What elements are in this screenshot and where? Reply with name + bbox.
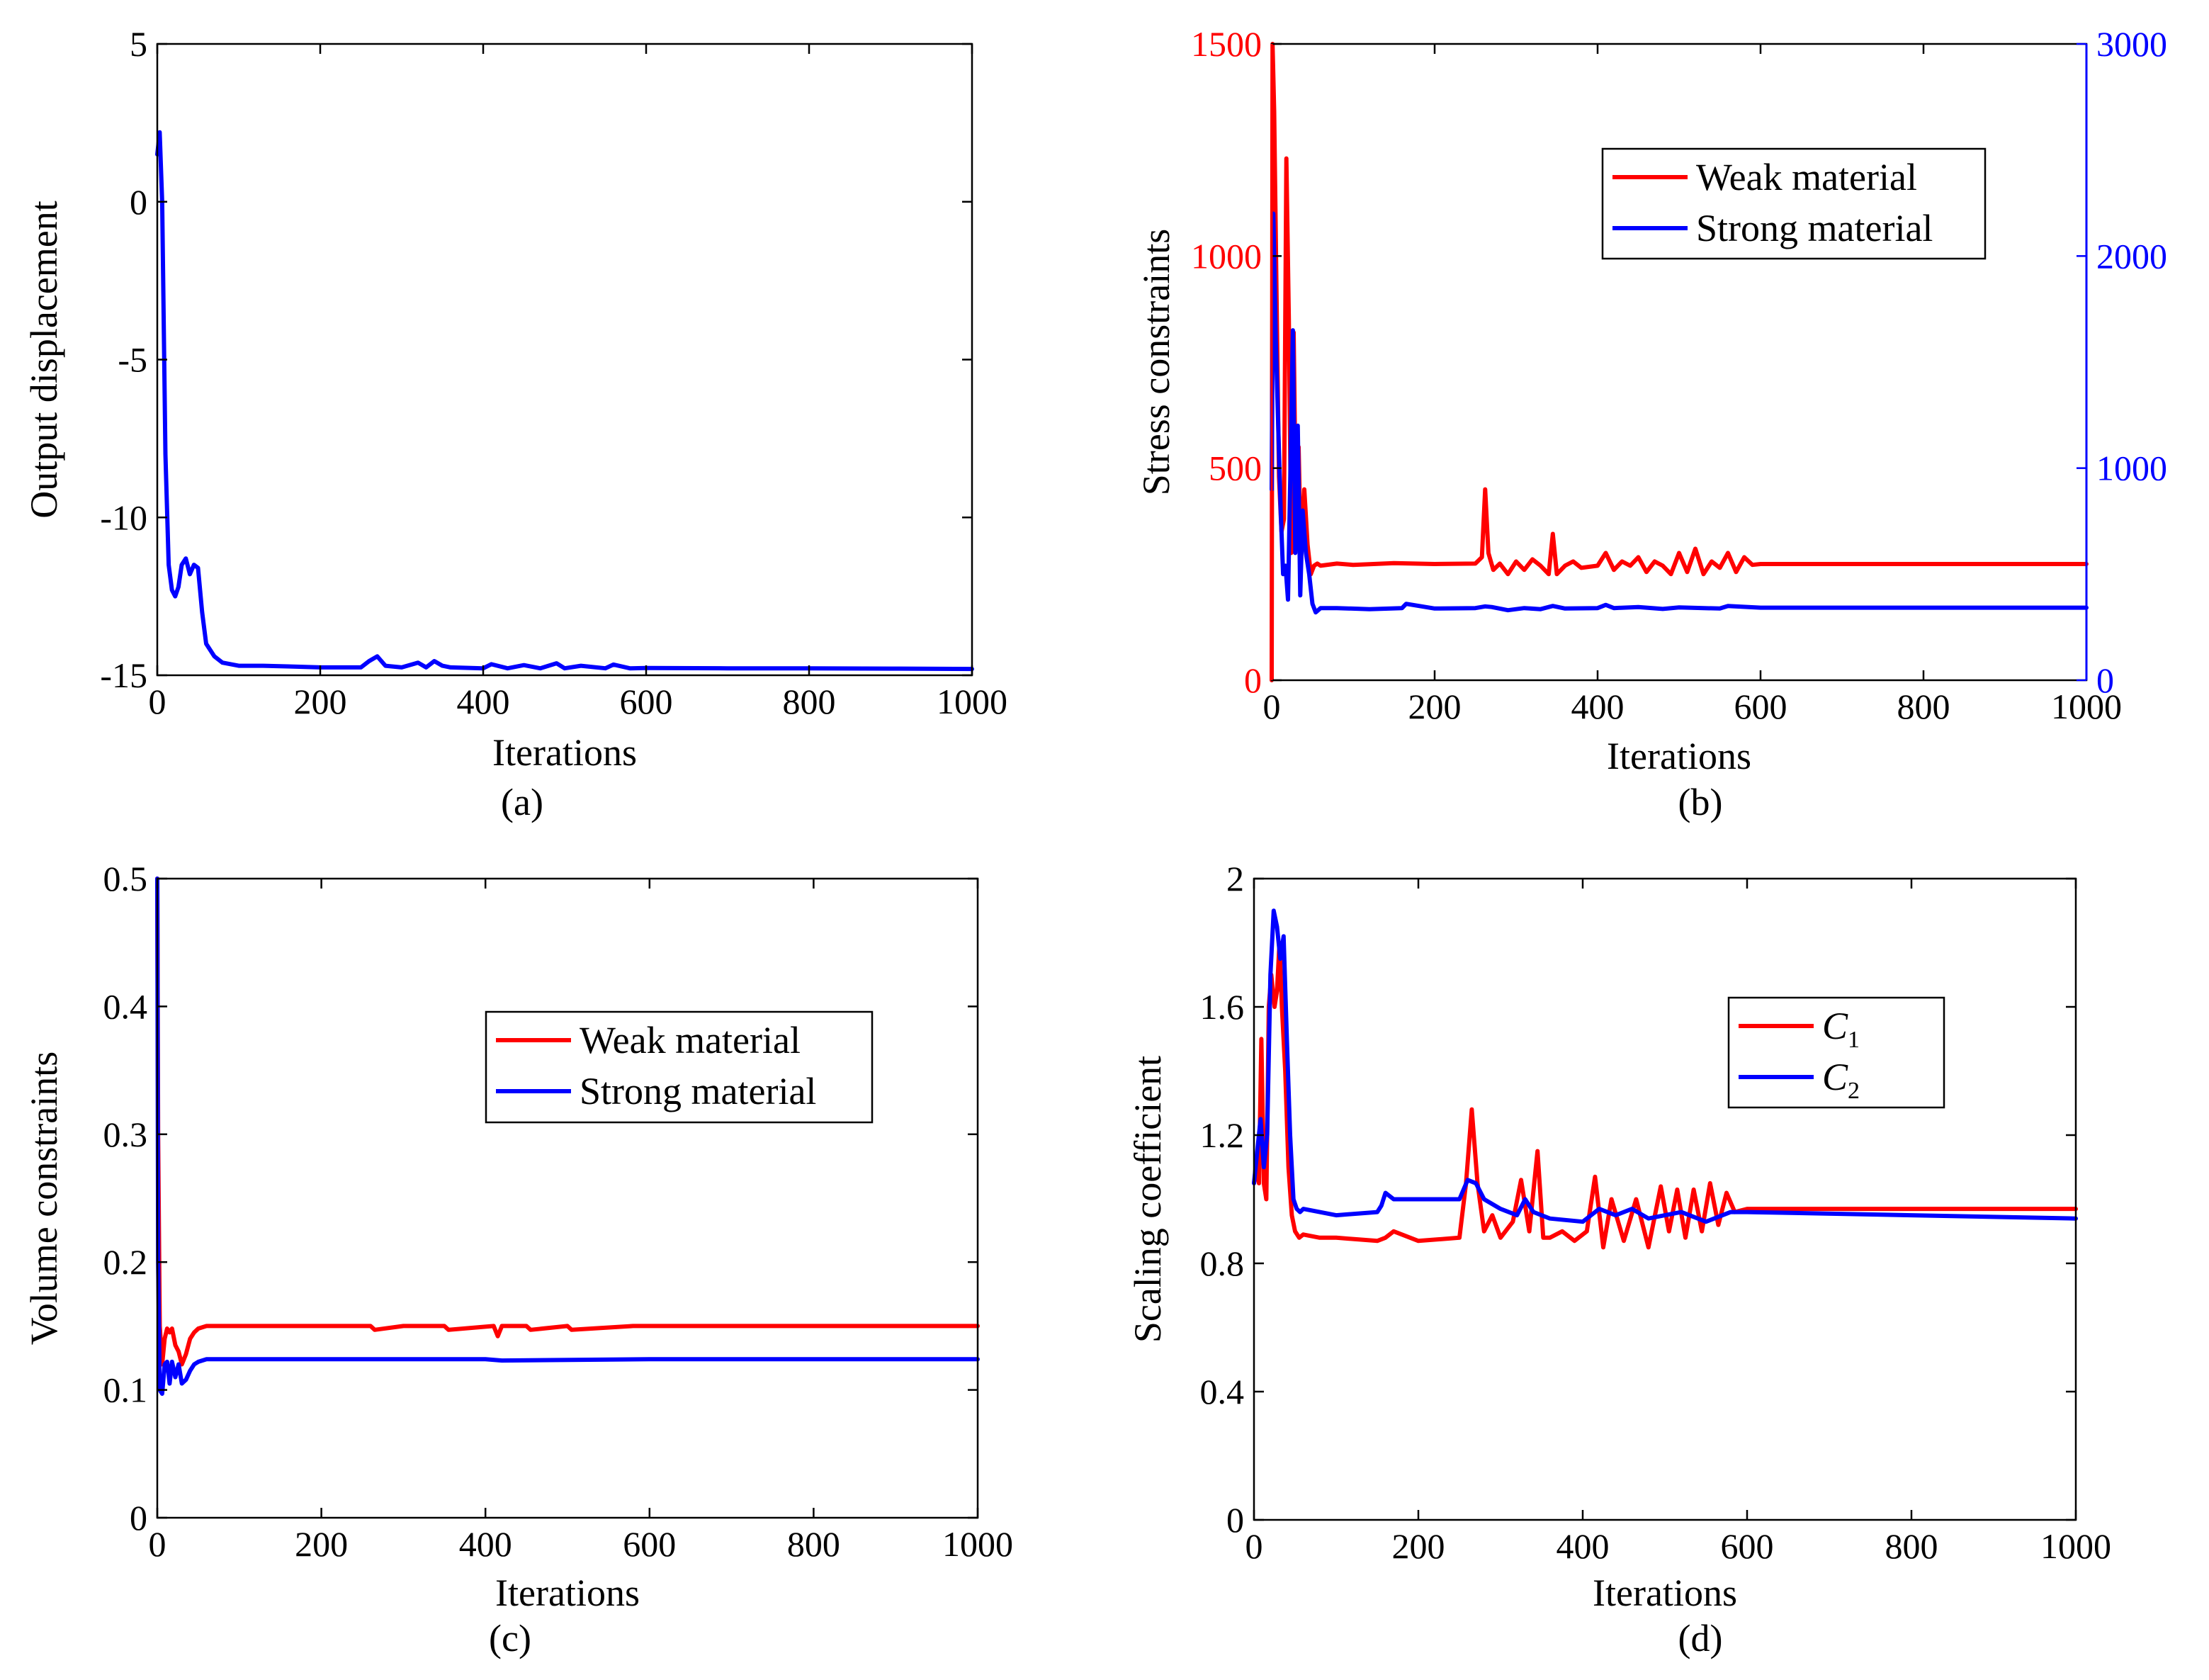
- panel-b: 0 200 400 600 800 100005001000150001000200030…: [1135, 24, 2167, 823]
- y2-tick-label: 3000: [2096, 24, 2167, 64]
- y-tick-label: 0.3: [103, 1115, 148, 1154]
- y-tick-label: 5: [130, 24, 147, 64]
- series-line-strong-material: [1270, 211, 2089, 615]
- x-axis-label: Iterations: [492, 731, 637, 774]
- legend-entry-label: Weak material: [580, 1019, 801, 1061]
- axes-frame: [1253, 877, 2077, 1521]
- x-tick-label: 800: [783, 682, 836, 721]
- y-axis-label: Output displacement: [23, 201, 65, 518]
- panel-a: 0 200 400 600 800 1000 -15 -10 -5 0 5 Iterations Out…: [23, 24, 1007, 823]
- y-tick-label: 0.2: [103, 1242, 148, 1282]
- x-tick-label: 200: [1408, 687, 1462, 726]
- series-line-weak-material: [155, 876, 980, 1367]
- plot-area: [157, 44, 972, 675]
- x-tick-label: 600: [1734, 687, 1787, 726]
- y-tick-label: 0.1: [103, 1370, 148, 1410]
- y-tick-label: 0.5: [103, 859, 148, 898]
- x-tick-label: 0: [149, 682, 166, 721]
- y-axis-label: Volume constraints: [23, 1052, 65, 1345]
- x-tick-label: 1000: [2051, 687, 2122, 726]
- panel-caption: (a): [501, 781, 543, 823]
- y-tick-label: 0.4: [103, 986, 148, 1026]
- y-tick-label: 0.8: [1200, 1244, 1245, 1283]
- x-tick-label: 600: [1721, 1526, 1774, 1566]
- y-tick-label: 1000: [1191, 236, 1262, 276]
- x-axis-label: Iterations: [1593, 1572, 1737, 1614]
- y-tick-label: -10: [100, 497, 147, 537]
- panel-d: 0 200 400 600 800 1000 0 0.4 0.8 1.2 1.6 2 Iteration…: [1126, 859, 2111, 1659]
- axes-frame: [156, 877, 979, 1519]
- y-tick-label: 0: [130, 1498, 147, 1538]
- x-tick-label: 800: [1885, 1526, 1938, 1566]
- legend-box: [485, 1010, 874, 1124]
- y-tick-label: -15: [100, 655, 147, 695]
- series-line-output-displacement: [155, 130, 974, 672]
- y-tick-label: 1.2: [1200, 1115, 1245, 1155]
- x-tick-label: 400: [457, 682, 510, 721]
- y-tick-label: 1.6: [1200, 987, 1245, 1027]
- y-tick-label: 2: [1226, 859, 1244, 898]
- y2-tick-label: 0: [2096, 660, 2114, 700]
- legend-box: [1727, 996, 1945, 1109]
- series-line-strong-material: [155, 876, 980, 1396]
- y-tick-label: 0.4: [1200, 1372, 1245, 1411]
- y2-tick-label: 2000: [2096, 236, 2167, 276]
- legend-entry-label: Strong material: [1696, 207, 1933, 249]
- x-tick-label: 200: [294, 682, 347, 721]
- x-tick-label: 1000: [942, 1524, 1013, 1564]
- legend-entry-subscript: 1: [1848, 1027, 1860, 1053]
- y-tick-label: 500: [1209, 449, 1262, 488]
- x-axis-label: Iterations: [1607, 735, 1751, 777]
- x-tick-label: 200: [1392, 1526, 1445, 1566]
- legend-entry-label: Weak material: [1696, 156, 1917, 198]
- y-tick-label: 0: [130, 182, 147, 222]
- x-tick-label: 200: [295, 1524, 348, 1564]
- y-tick-label: 0: [1226, 1500, 1244, 1540]
- x-tick-label: 600: [620, 682, 673, 721]
- x-tick-label: 400: [459, 1524, 512, 1564]
- series-group: [155, 130, 974, 672]
- legend-entry-label: Strong material: [580, 1070, 816, 1112]
- legend-entry-subscript: 2: [1848, 1078, 1860, 1104]
- panel-caption: (b): [1678, 781, 1723, 823]
- y-axis-label: Stress constraints: [1135, 229, 1177, 495]
- series-group: [1270, 42, 2089, 682]
- panel-caption: (c): [489, 1617, 531, 1659]
- x-axis-label: Iterations: [495, 1572, 640, 1614]
- legend: Weak material Strong material: [1601, 147, 1987, 260]
- x-tick-label: 600: [623, 1524, 676, 1564]
- x-tick-label: 800: [1897, 687, 1950, 726]
- legend-entry-label: C2: [1822, 1056, 1860, 1104]
- plot-area: [1272, 44, 2086, 680]
- series-line-c2: [1252, 908, 2078, 1224]
- x-tick-label: 400: [1571, 687, 1625, 726]
- panel-caption: (d): [1678, 1617, 1723, 1659]
- x-tick-label: 0: [149, 1524, 166, 1564]
- plot-area: [157, 879, 978, 1518]
- x-tick-label: 800: [787, 1524, 840, 1564]
- x-tick-label: 0: [1245, 1526, 1263, 1566]
- x-tick-label: 0: [1263, 687, 1281, 726]
- y-tick-label: -5: [118, 340, 147, 380]
- x-tick-label: 1000: [937, 682, 1007, 721]
- y-tick-label: 0: [1244, 660, 1262, 700]
- legend-box: [1601, 147, 1987, 260]
- x-tick-label: 1000: [2040, 1526, 2111, 1566]
- y-axis-label: Scaling coefficient: [1126, 1056, 1169, 1343]
- series-group: [155, 876, 980, 1396]
- y2-tick-label: 1000: [2096, 449, 2167, 488]
- panel-c: 0 200 400 600 800 1000 0 0.1 0.2 0.3 0.4 0.5 Iterati…: [23, 859, 1013, 1659]
- legend: Weak material Strong material: [485, 1010, 874, 1124]
- x-tick-label: 400: [1557, 1526, 1610, 1566]
- series-group: [1252, 908, 2078, 1250]
- y-tick-label: 1500: [1191, 24, 1262, 64]
